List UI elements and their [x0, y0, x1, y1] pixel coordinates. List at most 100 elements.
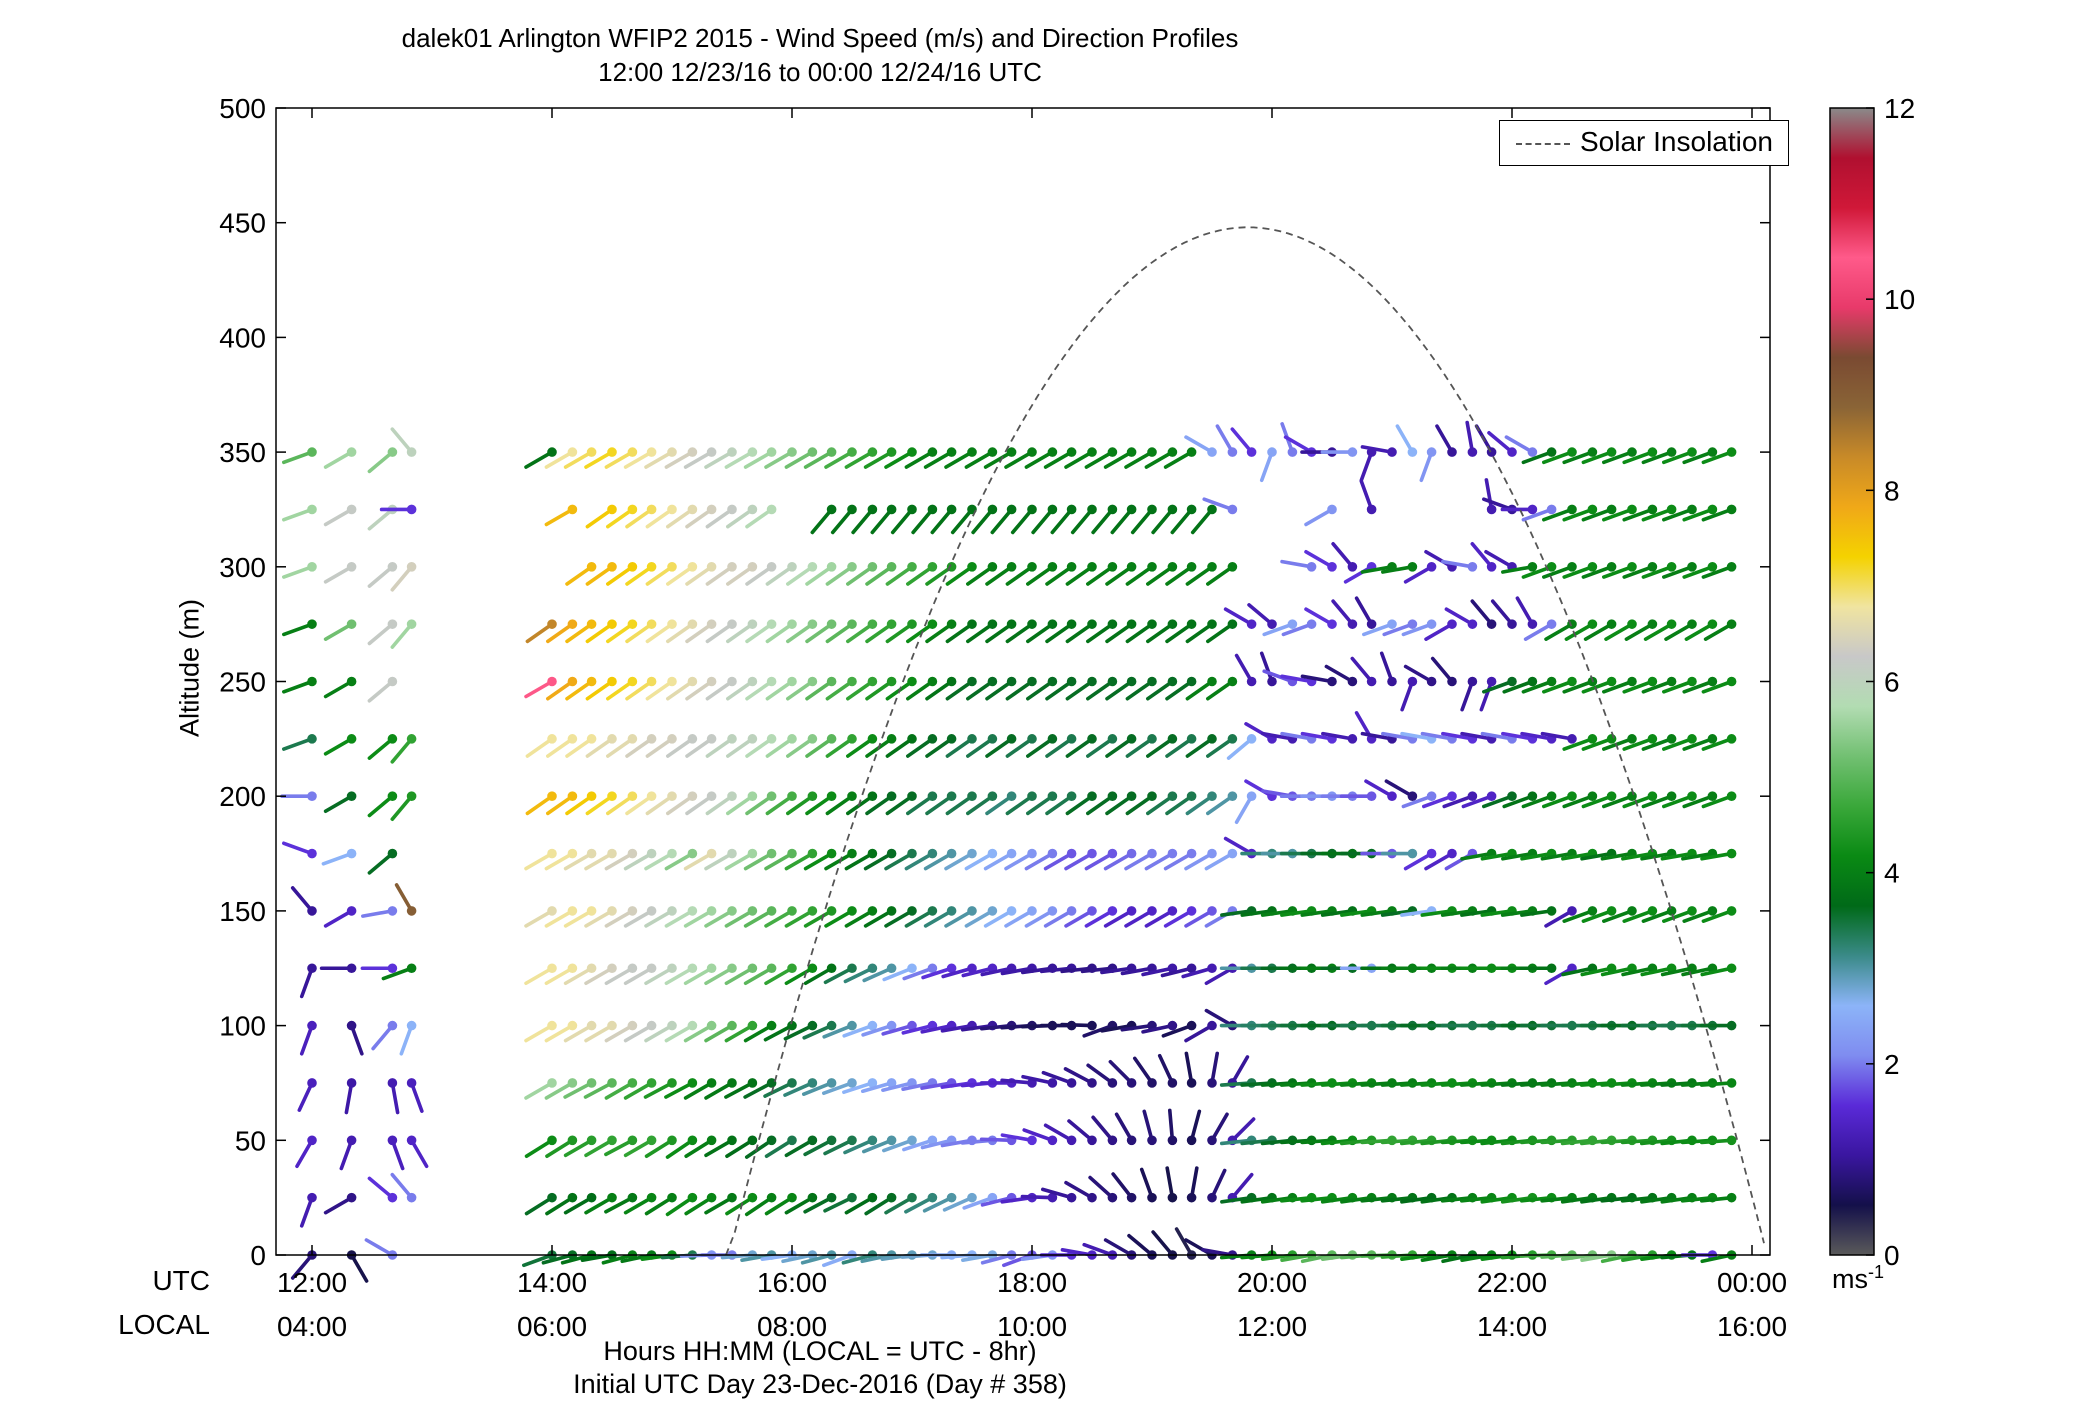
- wind-barb-stem: [864, 1195, 894, 1216]
- wind-barb-stem: [803, 851, 834, 871]
- wind-barb-stem: [1424, 622, 1454, 641]
- wind-barb-stem: [906, 564, 935, 586]
- wind-barb-dot: [1207, 504, 1217, 515]
- wind-barb-stem: [1400, 679, 1415, 712]
- wind-barb-stem: [390, 1172, 414, 1200]
- wind-barb-stem: [822, 1253, 854, 1268]
- wind-barb-stem: [525, 737, 554, 758]
- wind-barb-stem: [846, 564, 875, 586]
- wind-barb-dot: [1426, 447, 1437, 457]
- wind-barb-stem: [544, 507, 575, 527]
- wind-barb-stem: [1320, 1138, 1355, 1146]
- wind-barb-stem: [983, 909, 1014, 928]
- wind-barb-stem: [1340, 1195, 1374, 1204]
- wind-barb-stem: [1641, 737, 1674, 751]
- wind-barb-stem: [1206, 679, 1235, 701]
- wind-barb-stem: [784, 851, 815, 871]
- wind-barb-stem: [323, 909, 354, 928]
- wind-barb-dot: [847, 676, 857, 687]
- wind-barb-dot: [1707, 504, 1718, 515]
- wind-barb-stem: [805, 737, 834, 758]
- wind-barb-dot: [1027, 676, 1037, 687]
- wind-barb-dot: [1366, 791, 1377, 801]
- wind-barb-dot: [1666, 906, 1677, 916]
- wind-barb-dot: [1147, 504, 1157, 515]
- wind-barb-stem: [1460, 731, 1494, 741]
- wind-barb-dot: [867, 906, 878, 916]
- wind-barb-dot: [307, 504, 317, 515]
- wind-barb-stem: [1146, 622, 1175, 644]
- wind-barb-stem: [1490, 599, 1514, 626]
- wind-barb-dot: [1047, 676, 1058, 687]
- wind-barb-dot: [1546, 447, 1557, 457]
- wind-barb-stem: [1381, 564, 1415, 574]
- wind-barb-stem: [604, 1195, 635, 1214]
- wind-barb-dot: [667, 1192, 677, 1203]
- wind-barb-dot: [1207, 1192, 1217, 1203]
- wind-barb-dot: [1347, 619, 1358, 629]
- wind-barb-stem: [546, 679, 575, 701]
- wind-barb-dot: [727, 848, 737, 859]
- wind-barb-dot: [1047, 906, 1058, 916]
- wind-barb-dot: [886, 906, 897, 916]
- wind-barb-stem: [971, 507, 995, 535]
- wind-barb-dot: [567, 1192, 578, 1203]
- wind-barb-dot: [1507, 447, 1517, 457]
- wind-barb-dot: [1726, 676, 1737, 687]
- wind-barb-stem: [1142, 1109, 1154, 1143]
- wind-barb-dot: [886, 562, 897, 572]
- wind-barb-stem: [1279, 1195, 1314, 1203]
- wind-barb-dot: [766, 1020, 777, 1031]
- wind-barb-stem: [1380, 1195, 1415, 1203]
- wind-barb-stem: [786, 679, 815, 701]
- wind-barb-dot: [1267, 447, 1277, 457]
- wind-barb-dot: [1567, 906, 1577, 916]
- wind-barb-stem: [1602, 679, 1634, 694]
- wind-barb-dot: [1006, 562, 1017, 572]
- wind-barb-dot: [867, 1135, 878, 1146]
- wind-barb-stem: [704, 851, 734, 871]
- wind-barb-dot: [1546, 676, 1557, 687]
- wind-barb-stem: [1060, 966, 1094, 974]
- wind-barb-stem: [724, 450, 755, 469]
- wind-barb-stem: [1204, 1008, 1235, 1028]
- wind-barb-dot: [627, 1078, 638, 1088]
- wind-barb-stem: [1600, 966, 1634, 977]
- wind-barb-stem: [851, 507, 875, 535]
- wind-barb-dot: [547, 676, 557, 687]
- wind-barb-dot: [706, 676, 717, 687]
- wind-barb-stem: [297, 1081, 314, 1112]
- wind-barb-stem: [1540, 1195, 1574, 1203]
- wind-barb-dot: [387, 562, 398, 572]
- wind-barb-stem: [1504, 435, 1535, 454]
- wind-barb-dot: [807, 562, 818, 572]
- wind-barb-stem: [823, 1138, 854, 1156]
- wind-barb-dot: [706, 562, 717, 572]
- wind-barb-dot: [826, 906, 837, 916]
- wind-barb-stem: [584, 851, 614, 871]
- wind-barb-stem: [1320, 1195, 1355, 1204]
- wind-barb-stem: [983, 450, 1014, 469]
- wind-barb-stem: [911, 507, 935, 535]
- wind-barb-stem: [1045, 564, 1074, 586]
- wind-barb-stem: [1259, 450, 1274, 483]
- wind-barb-dot: [847, 906, 857, 916]
- wind-barb-dot: [1246, 734, 1257, 744]
- y-tick-label: 200: [219, 781, 266, 812]
- wind-barb-dot: [907, 619, 917, 629]
- wind-barb-stem: [367, 507, 395, 531]
- wind-barb-dot: [646, 906, 657, 916]
- wind-barb-dot: [747, 619, 758, 629]
- wind-barb-dot: [907, 1192, 917, 1203]
- wind-barb-dot: [307, 562, 317, 572]
- wind-barb-stem: [1280, 1253, 1314, 1263]
- wind-barb-stem: [1501, 564, 1535, 574]
- wind-barb-dot: [766, 1135, 777, 1146]
- wind-barb-stem: [1682, 450, 1715, 465]
- wind-barb-stem: [545, 1138, 575, 1158]
- wind-barb-dot: [867, 963, 878, 974]
- wind-barb-stem: [1544, 966, 1574, 986]
- wind-barb-stem: [1070, 507, 1094, 535]
- wind-barb-dot: [346, 619, 357, 629]
